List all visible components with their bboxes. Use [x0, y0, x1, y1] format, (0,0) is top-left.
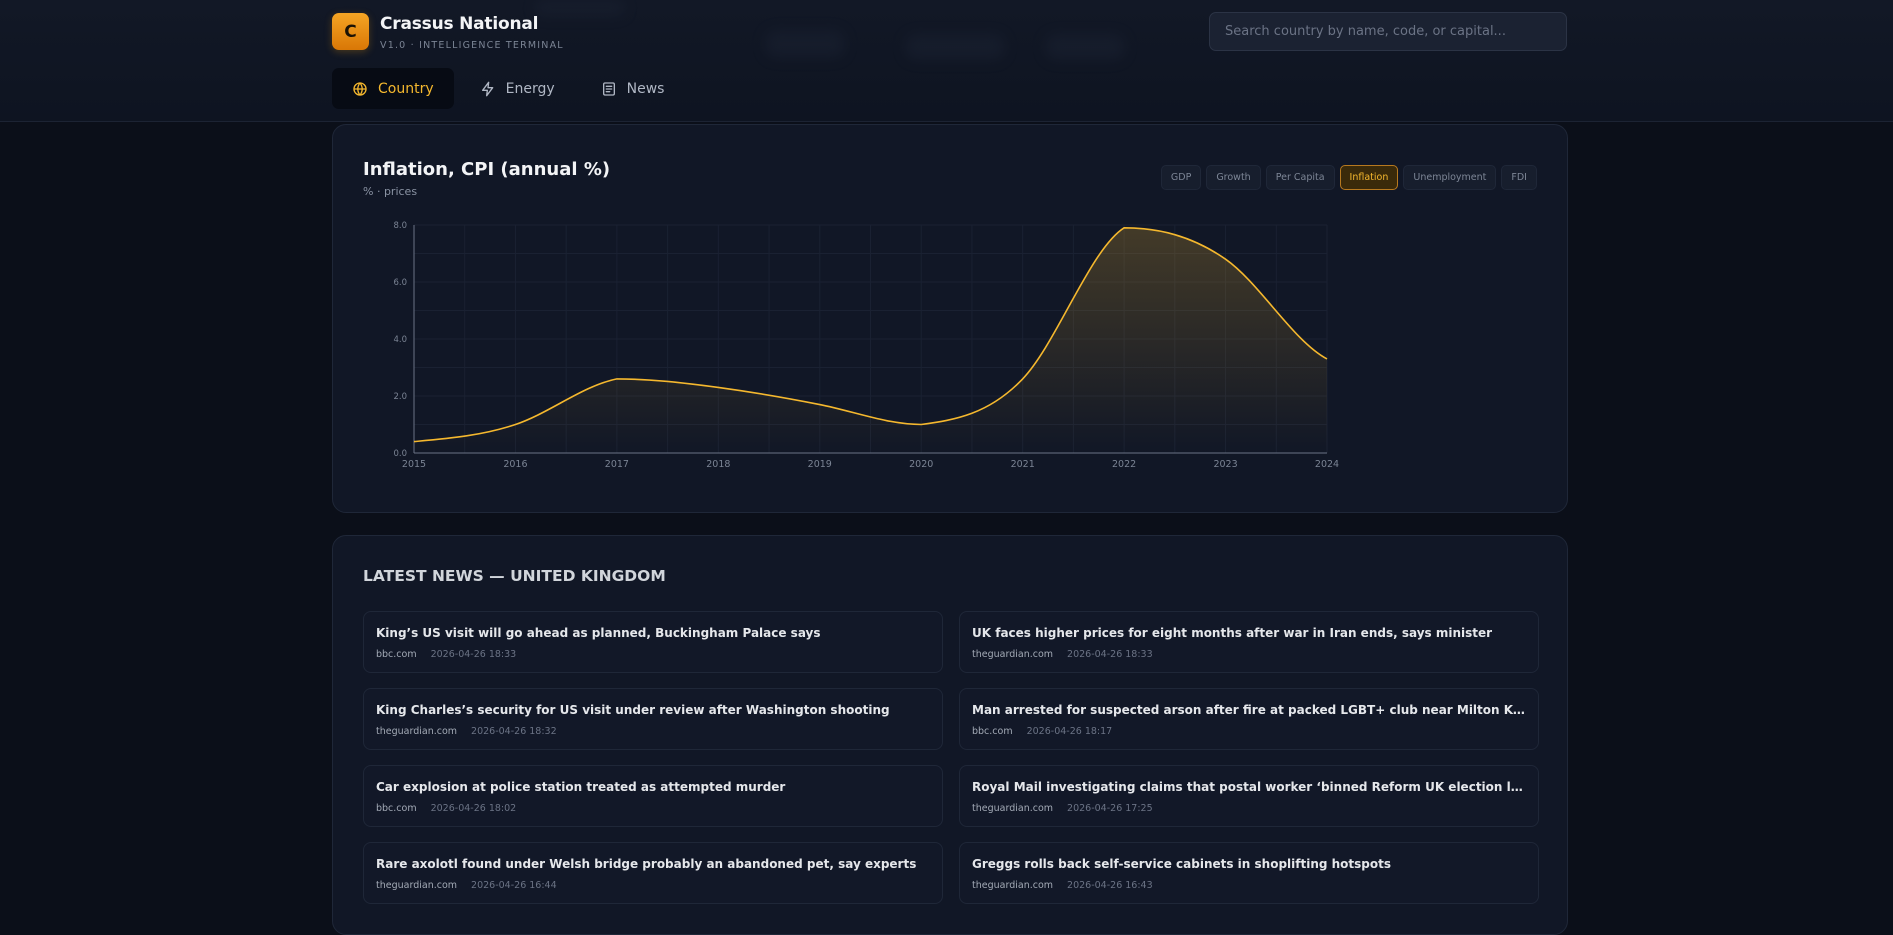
news-timestamp: 2026-04-26 18:32 [471, 726, 557, 737]
news-timestamp: 2026-04-26 18:33 [1067, 649, 1153, 660]
y-tick-label: 6.0 [393, 278, 407, 288]
blurred-decoration [1045, 34, 1125, 60]
x-tick-label: 2016 [503, 459, 527, 470]
news-item[interactable]: Royal Mail investigating claims that pos… [959, 765, 1539, 827]
news-timestamp: 2026-04-26 18:02 [431, 803, 517, 814]
indicator-chart-panel: Inflation, CPI (annual %) % · prices GDP… [332, 124, 1568, 513]
x-tick-label: 2020 [909, 459, 933, 470]
blurred-decoration [905, 34, 1005, 60]
app-logo[interactable]: C [332, 13, 369, 50]
news-source: theguardian.com [376, 880, 457, 891]
tab-news[interactable]: News [581, 68, 685, 109]
news-source: bbc.com [376, 803, 417, 814]
app-header: C Crassus National V1.0 · INTELLIGENCE T… [0, 0, 1893, 122]
news-title: King Charles’s security for US visit und… [376, 703, 930, 717]
tab-energy[interactable]: Energy [460, 68, 575, 109]
news-title: Car explosion at police station treated … [376, 780, 930, 794]
search-input[interactable]: Search country by name, code, or capital… [1209, 12, 1567, 51]
x-tick-label: 2015 [402, 459, 426, 470]
news-timestamp: 2026-04-26 16:44 [471, 880, 557, 891]
app-title: Crassus National [380, 14, 538, 34]
news-title: Greggs rolls back self-service cabinets … [972, 857, 1526, 871]
search-placeholder: Search country by name, code, or capital… [1225, 24, 1506, 39]
x-tick-label: 2021 [1011, 459, 1035, 470]
tab-label: News [627, 81, 665, 97]
news-source: bbc.com [972, 726, 1013, 737]
main-nav-tabs: Country Energy News [332, 68, 684, 109]
news-item[interactable]: Rare axolotl found under Welsh bridge pr… [363, 842, 943, 904]
x-tick-label: 2024 [1315, 459, 1339, 470]
news-item[interactable]: Car explosion at police station treated … [363, 765, 943, 827]
news-title: UK faces higher prices for eight months … [972, 626, 1526, 640]
news-item[interactable]: King’s US visit will go ahead as planned… [363, 611, 943, 673]
y-tick-label: 4.0 [393, 335, 407, 345]
news-timestamp: 2026-04-26 18:17 [1027, 726, 1113, 737]
news-heading: LATEST NEWS — UNITED KINGDOM [363, 567, 666, 585]
x-tick-label: 2019 [808, 459, 832, 470]
tab-label: Energy [506, 81, 555, 97]
news-title: Rare axolotl found under Welsh bridge pr… [376, 857, 930, 871]
news-source: bbc.com [376, 649, 417, 660]
news-source: theguardian.com [972, 803, 1053, 814]
news-item[interactable]: UK faces higher prices for eight months … [959, 611, 1539, 673]
news-title: King’s US visit will go ahead as planned… [376, 626, 930, 640]
y-tick-label: 0.0 [393, 449, 407, 459]
news-panel: LATEST NEWS — UNITED KINGDOM King’s US v… [332, 535, 1568, 935]
news-item[interactable]: King Charles’s security for US visit und… [363, 688, 943, 750]
x-tick-label: 2017 [605, 459, 629, 470]
x-tick-label: 2023 [1213, 459, 1237, 470]
tab-label: Country [378, 81, 434, 97]
blurred-decoration [765, 30, 845, 58]
news-source: theguardian.com [972, 649, 1053, 660]
news-source: theguardian.com [376, 726, 457, 737]
news-item[interactable]: Greggs rolls back self-service cabinets … [959, 842, 1539, 904]
app-subtitle: V1.0 · INTELLIGENCE TERMINAL [380, 40, 564, 51]
x-tick-label: 2022 [1112, 459, 1136, 470]
inflation-chart: 0.0 2.0 4.0 6.0 8.0 2015 2016 2017 2018 2019 2020 2… [333, 125, 1567, 512]
y-tick-label: 8.0 [393, 221, 407, 231]
news-title: Royal Mail investigating claims that pos… [972, 780, 1526, 794]
news-list: King’s US visit will go ahead as planned… [363, 611, 1539, 904]
news-source: theguardian.com [972, 880, 1053, 891]
news-title: Man arrested for suspected arson after f… [972, 703, 1526, 717]
news-timestamp: 2026-04-26 16:43 [1067, 880, 1153, 891]
y-tick-label: 2.0 [393, 392, 407, 402]
news-timestamp: 2026-04-26 18:33 [431, 649, 517, 660]
globe-icon [352, 81, 368, 97]
news-item[interactable]: Man arrested for suspected arson after f… [959, 688, 1539, 750]
news-timestamp: 2026-04-26 17:25 [1067, 803, 1153, 814]
x-tick-label: 2018 [706, 459, 730, 470]
newspaper-icon [601, 81, 617, 97]
blurred-decoration [535, 0, 625, 16]
tab-country[interactable]: Country [332, 68, 454, 109]
bolt-icon [480, 81, 496, 97]
